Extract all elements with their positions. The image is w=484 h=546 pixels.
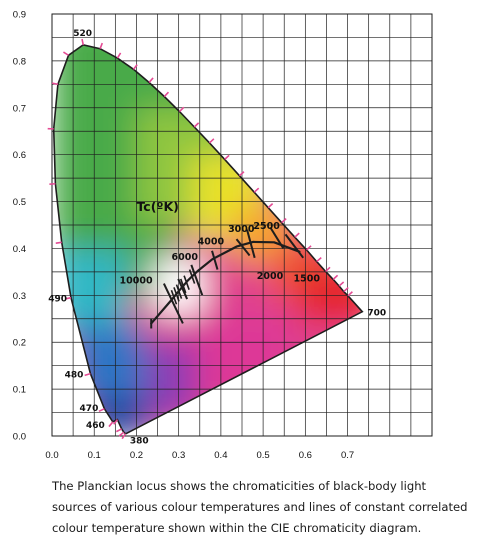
cct-isotemperature-line <box>190 264 204 296</box>
x-tick-label: 0.6 <box>299 450 312 461</box>
spectral-locus-tick <box>316 257 322 263</box>
cie-chromaticity-chart: 0.0 0.1 0.2 0.3 0.4 0.5 0.6 0.7 0.0 0.1 0.2 0.3 0.4 0… <box>13 10 433 462</box>
cct-isotemperature-line <box>235 238 251 257</box>
spectral-locus-tick <box>148 77 154 83</box>
spectral-locus-tick <box>84 372 91 377</box>
grid <box>51 13 433 437</box>
temperature-label: 10000 <box>120 276 153 287</box>
cct-isotemperature-line <box>246 229 256 259</box>
y-tick-label: 0.6 <box>13 150 26 161</box>
x-tick-label: 0.7 <box>341 450 354 461</box>
temperature-label: 2000 <box>257 271 284 282</box>
spectral-locus-tick <box>224 154 230 160</box>
wavelength-label: 380 <box>130 437 149 447</box>
spectral-locus-tick <box>51 82 59 86</box>
y-tick-label: 0.0 <box>13 432 26 443</box>
figure-caption: The Planckian locus shows the chromatici… <box>52 476 482 539</box>
spectral-locus-tick <box>62 51 69 56</box>
wavelength-label: 490 <box>48 295 67 305</box>
y-tick-label: 0.3 <box>13 291 26 302</box>
x-tick-label: 0.4 <box>214 450 227 461</box>
planckian-locus-layer <box>150 226 305 329</box>
spectral-locus-tick <box>118 431 125 437</box>
spectral-locus-tick <box>121 433 127 440</box>
planckian-locus-tick <box>183 275 190 290</box>
caption-line-3: colour temperature shown within the CIE … <box>52 521 422 535</box>
spectral-locus-tick <box>163 91 170 98</box>
planckian-locus-tick <box>170 289 178 305</box>
spectral-locus-tick <box>64 296 72 300</box>
spectral-locus-tick <box>99 42 104 49</box>
spectral-locus-tick <box>294 232 300 238</box>
y-tick-label: 0.2 <box>13 338 26 349</box>
y-tick-label: 0.1 <box>13 385 26 396</box>
spectral-locus-tick <box>81 38 85 46</box>
spectral-locus-tick <box>116 52 122 59</box>
spectral-locus-tick <box>253 187 260 193</box>
y-tick-label: 0.5 <box>13 197 26 208</box>
y-tick-label: 0.8 <box>13 56 26 67</box>
spectral-locus-tick <box>178 106 185 113</box>
x-tick-label: 0.5 <box>257 450 270 461</box>
y-tick-label: 0.7 <box>13 103 26 114</box>
temperature-label: 6000 <box>171 252 198 263</box>
y-tick-label: 0.4 <box>13 244 26 255</box>
color-region <box>53 248 128 333</box>
spectral-locus-tick <box>267 203 274 209</box>
x-tick-label: 0.3 <box>172 450 185 461</box>
temperature-label: 2500 <box>253 221 280 232</box>
x-tick-label: 0.2 <box>130 450 143 461</box>
cct-isotemperature-line <box>177 278 189 300</box>
spectral-locus-tick <box>343 286 349 293</box>
spectral-locus-tick <box>338 281 345 287</box>
planckian-locus-tick <box>188 269 196 284</box>
cct-isotemperature-line <box>162 283 184 324</box>
color-temperature-title: Tc(ºK) <box>136 199 178 214</box>
planckian-locus-tick <box>179 278 187 294</box>
cct-isotemperature-line <box>284 233 305 259</box>
spectral-locus-tick <box>325 266 331 273</box>
spectral-locus-tick <box>193 122 200 128</box>
spectral-locus-tick <box>113 419 119 425</box>
caption-line-2: sources of various colour temperatures a… <box>52 500 468 514</box>
spectral-locus-tick <box>55 241 62 244</box>
temperature-label: 3000 <box>228 224 255 235</box>
chart-annotations: 520 490 480 470 460 380 700 Tc(ºK) 10000 60004000… <box>48 29 386 447</box>
spectral-locus-tick <box>132 64 138 70</box>
wavelength-label: 460 <box>86 421 105 431</box>
caption-line-1: The Planckian locus shows the chromatici… <box>52 479 427 493</box>
temperature-label: 1500 <box>294 273 321 284</box>
x-tick-label: 0.0 <box>45 450 58 461</box>
spectral-locus-tick <box>108 421 114 428</box>
planckian-locus-tick <box>175 284 183 299</box>
y-tick-label: 0.9 <box>13 10 26 21</box>
wavelength-label: 700 <box>367 309 386 319</box>
spectral-locus-tick <box>347 291 353 297</box>
spectral-locus-tick <box>281 218 287 224</box>
spectral-locus-tick <box>332 274 339 280</box>
spectral-locus-outline <box>52 44 364 435</box>
cct-isotemperature-line <box>269 226 285 249</box>
axis-tick-labels: 0.0 0.1 0.2 0.3 0.4 0.5 0.6 0.7 0.0 0.1 0.2 0.3 0.4 0… <box>13 10 354 462</box>
temperature-label: 4000 <box>198 237 225 248</box>
color-region <box>144 342 196 418</box>
wavelength-label: 520 <box>73 29 92 39</box>
spectral-locus-layer <box>47 38 364 440</box>
spectral-locus-tick <box>115 428 123 433</box>
planckian-locus-tick <box>173 287 180 302</box>
wavelength-label: 480 <box>65 371 84 381</box>
spectral-locus-tick <box>208 138 215 144</box>
plot-frame <box>51 13 433 437</box>
planckian-locus-curve <box>150 240 301 325</box>
cct-isotemperature-line <box>211 250 219 270</box>
wavelength-label: 470 <box>80 404 99 414</box>
spectral-locus-tick <box>306 245 312 251</box>
spectral-locus-tick <box>98 408 105 413</box>
spectral-locus-tick <box>238 171 245 177</box>
x-tick-label: 0.1 <box>88 450 101 461</box>
